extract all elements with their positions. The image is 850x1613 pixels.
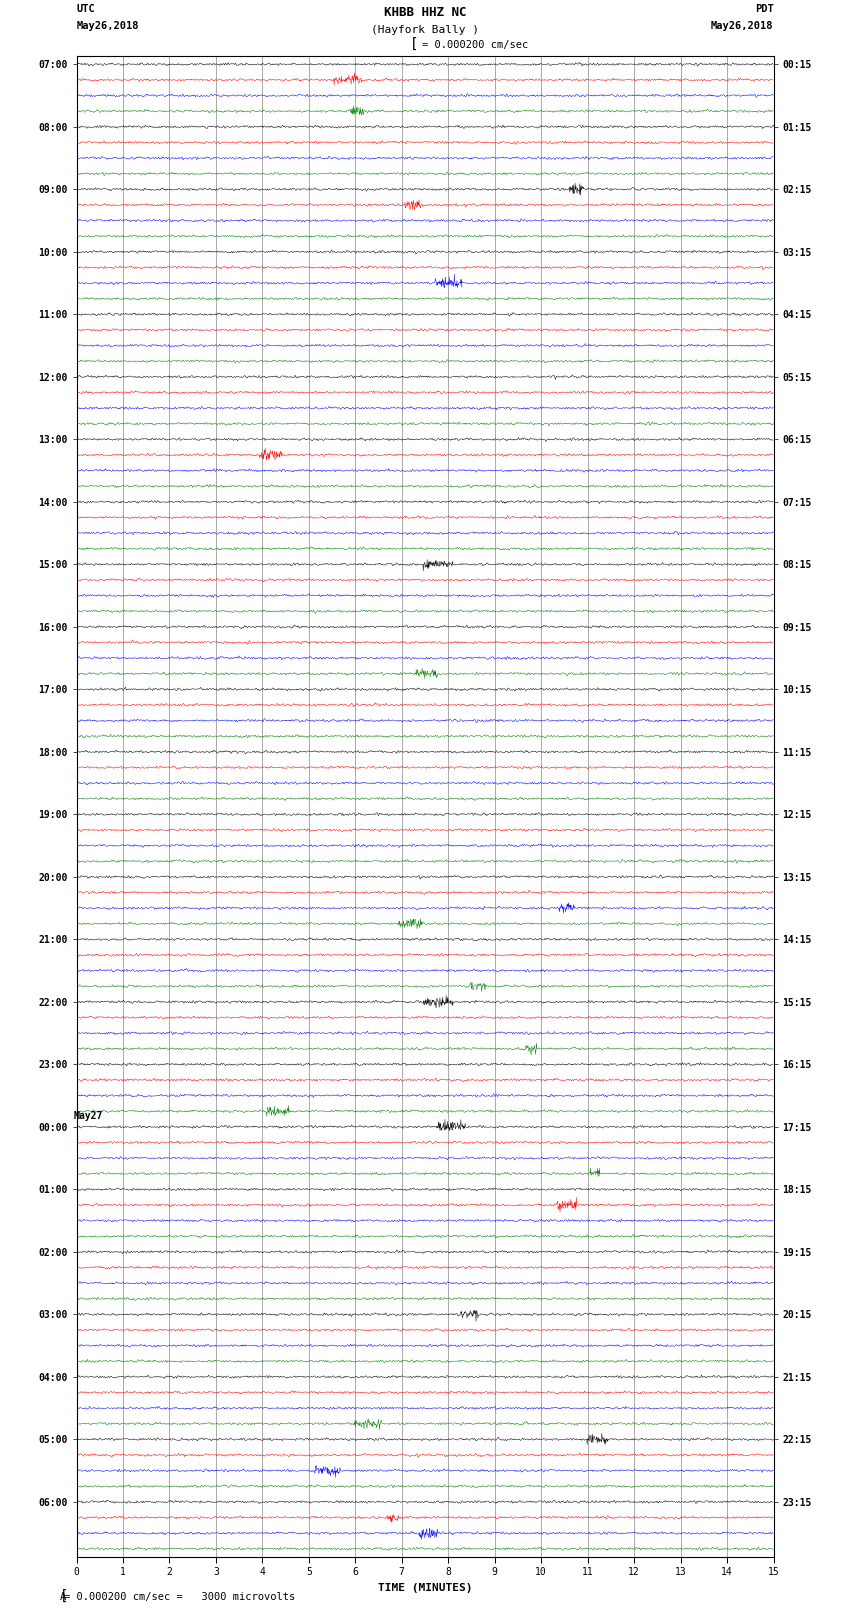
Text: May26,2018: May26,2018 (76, 21, 139, 31)
X-axis label: TIME (MINUTES): TIME (MINUTES) (377, 1582, 473, 1592)
Text: = 0.000200 cm/sec =   3000 microvolts: = 0.000200 cm/sec = 3000 microvolts (64, 1592, 295, 1602)
Text: = 0.000200 cm/sec: = 0.000200 cm/sec (422, 40, 528, 50)
Text: May26,2018: May26,2018 (711, 21, 774, 31)
Text: PDT: PDT (755, 5, 774, 15)
Text: [: [ (60, 1589, 68, 1603)
Text: UTC: UTC (76, 5, 95, 15)
Text: [: [ (410, 37, 418, 50)
Text: A: A (60, 1592, 65, 1602)
Text: (Hayfork Bally ): (Hayfork Bally ) (371, 26, 479, 35)
Text: May27: May27 (74, 1111, 104, 1121)
Text: KHBB HHZ NC: KHBB HHZ NC (383, 6, 467, 19)
